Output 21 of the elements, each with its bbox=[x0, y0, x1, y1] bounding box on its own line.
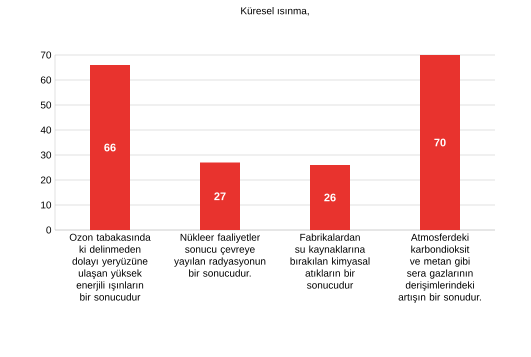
x-tick-label: Fabrikalardan su kaynaklarına bırakılan kimyasal atıkların bir sonucudur bbox=[290, 234, 370, 289]
bar bbox=[200, 162, 240, 230]
data-label: 26 bbox=[324, 194, 336, 202]
bar bbox=[90, 65, 130, 230]
x-tick-label: Ozon tabakasında ki delinmeden dolayı yeryüzüne ulaşan yüksek enerjili ışınların bir sonucudur bbox=[70, 234, 151, 301]
data-label: 70 bbox=[434, 138, 446, 146]
data-label: 66 bbox=[104, 144, 116, 152]
data-label: 27 bbox=[214, 192, 226, 200]
bar bbox=[310, 165, 350, 230]
y-tick-label: 70 bbox=[40, 51, 52, 59]
y-tick-label: 50 bbox=[40, 101, 52, 109]
chart-title: Küresel ısınma, bbox=[241, 7, 309, 16]
y-tick-label: 60 bbox=[40, 76, 52, 84]
x-tick-label: Nükleer faaliyetler sonucu çevreye yayılan radyasyonun bir sonucudur. bbox=[174, 234, 266, 277]
y-tick-label: 30 bbox=[40, 151, 52, 159]
y-tick-label: 10 bbox=[41, 201, 52, 209]
y-tick-label: 40 bbox=[40, 126, 52, 134]
y-tick-label: 0 bbox=[46, 226, 52, 234]
bar bbox=[420, 55, 460, 230]
y-tick-label: 20 bbox=[40, 176, 52, 184]
x-tick-label: Atmosferdeki karbondioksit ve metan gibi sera gazlarının derişimlerindeki artışın bir sonudur. bbox=[398, 234, 481, 303]
